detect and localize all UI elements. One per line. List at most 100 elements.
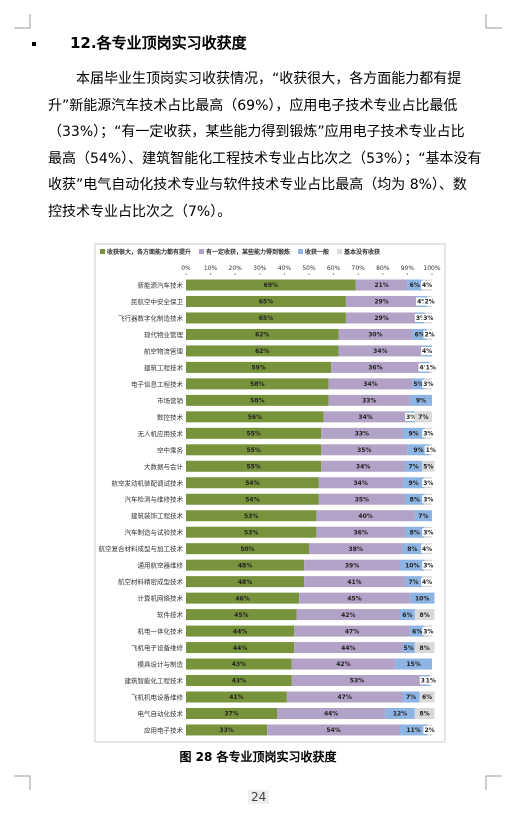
- bar-segment: [186, 576, 305, 588]
- category-label: 大数据与会计: [144, 462, 184, 471]
- data-label: 38%: [349, 546, 363, 553]
- data-label: 7%: [418, 414, 428, 421]
- legend-swatch: [298, 249, 304, 254]
- bar-segment: [402, 477, 425, 489]
- category-label: 电子信息工程技术: [131, 379, 184, 388]
- bar-segment: [186, 394, 329, 406]
- data-label: 3%: [423, 480, 433, 487]
- bar-segment: [409, 625, 425, 637]
- data-label: 6%: [415, 332, 425, 339]
- bar-segment: [414, 609, 435, 621]
- legend-swatch: [100, 249, 105, 254]
- x-tick-label: 70%: [352, 265, 366, 272]
- data-label: 58%: [250, 381, 264, 388]
- bar-segment: [412, 378, 425, 390]
- bar-segment: [404, 576, 423, 588]
- x-tick-label: 100%: [423, 265, 440, 272]
- data-label: 7%: [406, 694, 416, 701]
- data-label: 5%: [413, 381, 423, 388]
- category-label: 飞机机电设备维修: [131, 693, 184, 702]
- text-line: 升”新能源汽车技术占比最高（69%），应用电子技术专业占比最低: [48, 97, 458, 114]
- bar-segment: [414, 510, 432, 522]
- label-bg: [423, 725, 436, 734]
- x-tick-label: 20%: [229, 265, 243, 272]
- category-label: 空中乘务: [157, 445, 184, 454]
- bar-segment: [286, 691, 403, 703]
- bar-segment: [321, 427, 403, 439]
- bar-segment: [267, 724, 401, 736]
- bar-segment: [328, 378, 413, 390]
- data-label: 33%: [355, 431, 369, 438]
- bar-segment: [186, 378, 329, 390]
- data-label: 29%: [374, 299, 388, 306]
- text-line: （33%）；“有一定收获，某些能力得到锻炼”应用电子技术专业占比: [48, 124, 465, 140]
- bar-segment: [186, 543, 309, 555]
- label-bg: [422, 561, 435, 570]
- data-label: 1%: [426, 678, 436, 685]
- category-label: 电气自动化技术: [138, 709, 184, 718]
- page-number: 24: [248, 790, 270, 804]
- bar-segment: [291, 675, 423, 687]
- data-label: 7%: [418, 513, 428, 520]
- bar-segment: [402, 691, 420, 703]
- bar-segment: [186, 707, 278, 719]
- bar-segment: [186, 411, 324, 423]
- label-bg: [423, 297, 436, 306]
- bar-segment: [422, 460, 435, 472]
- data-label: 48%: [238, 579, 252, 586]
- legend-label: 收获很大，各方面能力都有提升: [107, 248, 191, 256]
- data-label: 54%: [245, 480, 259, 487]
- bar-segment: [186, 526, 317, 538]
- data-label: 4%: [422, 348, 432, 355]
- data-label: 6%: [410, 282, 420, 289]
- label-bg: [416, 297, 429, 306]
- data-label: 48%: [238, 562, 252, 569]
- category-label: 建筑装饰工程技术: [131, 511, 184, 520]
- bar-segment: [409, 394, 432, 406]
- category-label: 计算机网络技术: [138, 594, 184, 603]
- data-label: 3%: [416, 315, 426, 322]
- data-label: 42%: [336, 661, 350, 668]
- bar-segment: [186, 345, 339, 357]
- data-label: 2%: [424, 299, 434, 306]
- x-tick-label: 10%: [204, 265, 218, 272]
- category-label: 航空材料精密成型技术: [118, 577, 184, 586]
- chart: 收获很大，各方面能力都有提升 有一定收获，某些能力得到锻炼 收获一般 基本没有收获 0%…: [94, 243, 446, 743]
- bar-segment: [299, 592, 410, 604]
- bar-segment: [294, 642, 403, 654]
- data-label: 7%: [408, 463, 418, 470]
- bar-segment: [296, 609, 401, 621]
- data-label: 34%: [363, 381, 377, 388]
- category-label: 飞机电子设备维修: [131, 643, 184, 652]
- bar-segment: [321, 444, 408, 456]
- bar-segment: [323, 411, 408, 423]
- legend-swatch: [199, 249, 205, 254]
- category-label: 机电一体化技术: [138, 627, 184, 636]
- data-label: 4%: [422, 546, 432, 553]
- label-bg: [414, 313, 428, 322]
- data-label: 8%: [420, 645, 430, 652]
- category-label: 模具设计与制造: [138, 660, 184, 669]
- label-bg: [422, 429, 435, 438]
- category-label: 软件技术: [157, 610, 184, 619]
- category-label: 市场营销: [157, 396, 184, 405]
- data-label: 34%: [356, 463, 370, 470]
- data-label: 3%: [423, 431, 433, 438]
- bar-segment: [186, 691, 287, 703]
- bar-segment: [291, 658, 396, 670]
- data-label: 65%: [259, 299, 273, 306]
- data-label: 8%: [410, 496, 420, 503]
- data-label: 33%: [362, 398, 376, 405]
- data-label: 3%: [423, 529, 433, 536]
- bar-segment: [186, 460, 322, 472]
- bar-segment: [186, 609, 297, 621]
- data-label: 8%: [410, 529, 420, 536]
- paragraph: 本届毕业生顶岗实习收获情况，“收获很大，各方面能力都有提 升”新能源汽车技术占比最…: [48, 66, 488, 225]
- x-tick-label: 90%: [401, 265, 415, 272]
- bar-segment: [186, 559, 305, 571]
- data-label: 11%: [406, 727, 420, 734]
- data-label: 7%: [408, 579, 418, 586]
- bar-segment: [412, 328, 428, 340]
- text-line: 收获”电气自动化技术专业与软件技术专业占比最高（均为 8%）、数: [48, 177, 467, 193]
- bar-segment: [404, 460, 423, 472]
